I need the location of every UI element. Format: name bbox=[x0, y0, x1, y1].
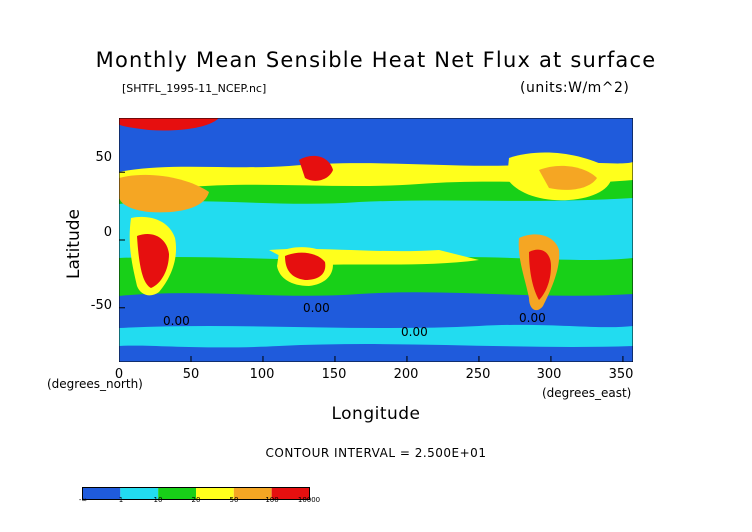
africa-core bbox=[137, 234, 169, 288]
x-tick-label: 350 bbox=[608, 367, 634, 382]
y-units-label: (degrees_north) bbox=[47, 377, 143, 391]
colorbar-label: 1 bbox=[118, 496, 124, 504]
green-band-south bbox=[119, 257, 633, 296]
colorbar-label: -∞ bbox=[78, 496, 88, 504]
australia-core bbox=[285, 252, 326, 280]
heat-flux-map: 0.00 0.00 0.00 0.00 bbox=[119, 118, 633, 362]
arctic-strip bbox=[119, 118, 219, 131]
contour-label: 0.00 bbox=[401, 325, 428, 339]
colorbar bbox=[82, 487, 310, 500]
contour-label: 0.00 bbox=[303, 301, 330, 315]
yellow-band-north bbox=[119, 162, 633, 190]
y-tick-label: 50 bbox=[95, 150, 112, 165]
southern-band bbox=[119, 324, 633, 348]
colorbar-cell bbox=[233, 487, 272, 500]
units-label: (units:W/m^2) bbox=[520, 80, 630, 96]
file-label: [SHTFL_1995-11_NCEP.nc] bbox=[122, 82, 267, 95]
colorbar-label: 20 bbox=[191, 496, 201, 504]
x-tick-label: 250 bbox=[465, 367, 491, 382]
x-tick-label: 50 bbox=[182, 367, 200, 382]
contour-interval: CONTOUR INTERVAL = 2.500E+01 bbox=[265, 446, 487, 460]
colorbar-cell bbox=[271, 487, 310, 500]
colorbar-label: 10 bbox=[153, 496, 163, 504]
x-tick-label: 0 bbox=[114, 367, 124, 382]
x-tick-label: 100 bbox=[249, 367, 275, 382]
contour-label: 0.00 bbox=[163, 314, 190, 328]
x-tick-label: 300 bbox=[536, 367, 562, 382]
colorbar-label: 50 bbox=[229, 496, 239, 504]
y-axis-label: Latitude bbox=[64, 209, 84, 279]
colorbar-frame bbox=[82, 487, 310, 500]
x-axis-label: Longitude bbox=[331, 404, 421, 424]
colorbar-label: 10000 bbox=[297, 496, 321, 504]
y-tick-label: 0 bbox=[103, 225, 112, 240]
x-tick-marks bbox=[119, 356, 624, 362]
contour-label: 0.00 bbox=[519, 311, 546, 325]
colorbar-cell bbox=[120, 487, 159, 500]
south-america-core bbox=[529, 249, 551, 300]
chart-title: Monthly Mean Sensible Heat Net Flux at s… bbox=[95, 48, 657, 72]
east-asia-core bbox=[299, 155, 333, 181]
x-units-label: (degrees_east) bbox=[542, 386, 632, 400]
colorbar-cell bbox=[82, 487, 121, 500]
x-tick-label: 200 bbox=[393, 367, 419, 382]
colorbar-cell bbox=[196, 487, 234, 500]
colorbar-cell bbox=[158, 487, 196, 500]
x-tick-label: 150 bbox=[321, 367, 347, 382]
sahara-region bbox=[119, 174, 209, 213]
north-america-core bbox=[539, 165, 597, 190]
y-tick-marks bbox=[119, 171, 125, 309]
colorbar-label: 100 bbox=[265, 496, 279, 504]
y-tick-label: -50 bbox=[90, 298, 112, 313]
